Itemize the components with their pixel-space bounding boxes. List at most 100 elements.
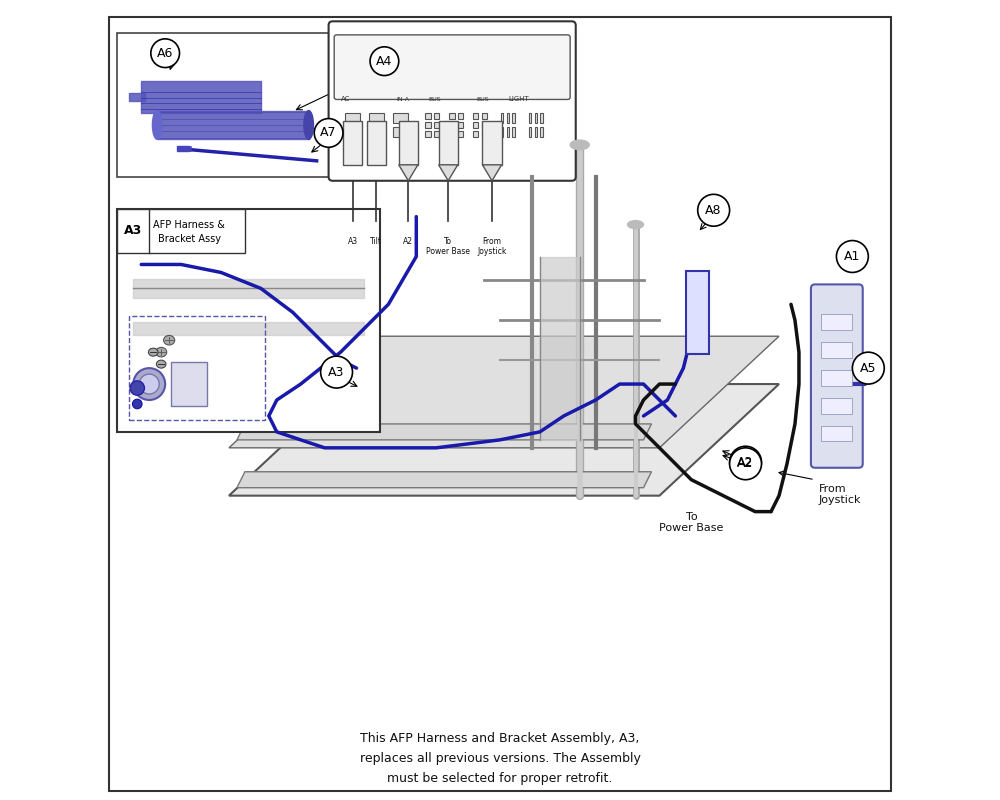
Bar [473,113,478,118]
Bar [425,122,431,128]
Polygon shape [399,165,418,181]
Bar [501,113,503,123]
Bar [458,131,463,138]
Bar [821,342,852,358]
Bar [369,113,384,123]
Bar [540,126,543,138]
Ellipse shape [130,381,144,395]
Text: A6: A6 [157,46,173,60]
Bar [535,113,537,123]
FancyBboxPatch shape [334,35,570,99]
Text: To
Power Base: To Power Base [659,512,724,534]
Bar [482,121,502,165]
Text: From
Joystick: From Joystick [819,484,861,506]
Text: To
Power Base: To Power Base [426,237,470,256]
Ellipse shape [156,360,166,368]
Bar [393,113,408,123]
Text: A8: A8 [705,204,722,217]
Ellipse shape [148,348,158,356]
Bar [449,131,455,138]
Bar [529,113,531,123]
Text: must be selected for proper retrofit.: must be selected for proper retrofit. [387,772,613,785]
Polygon shape [439,165,458,181]
Circle shape [321,356,353,388]
Bar [512,126,515,138]
Bar [439,121,458,165]
Circle shape [730,448,761,480]
Text: From
Joystick: From Joystick [477,237,507,256]
Bar [529,126,531,138]
Circle shape [730,446,761,478]
FancyBboxPatch shape [117,209,380,432]
Text: A1: A1 [844,250,861,263]
Text: LIGHT: LIGHT [508,96,529,102]
Polygon shape [482,165,502,181]
Circle shape [370,47,399,75]
Bar [473,122,478,128]
Ellipse shape [139,374,159,394]
Circle shape [151,39,180,67]
Bar [482,122,487,128]
Bar [177,146,189,151]
Ellipse shape [164,335,175,345]
Bar [458,113,463,118]
Bar [345,126,360,138]
Text: A2: A2 [737,456,754,469]
Text: A3: A3 [347,237,358,246]
Text: BUS: BUS [428,97,441,102]
Ellipse shape [570,140,589,150]
Bar [501,126,503,138]
Text: AC: AC [341,96,350,102]
Text: A5: A5 [860,362,877,374]
Bar [821,426,852,442]
Circle shape [698,194,730,226]
Polygon shape [237,472,651,488]
Bar [482,113,487,118]
Text: A2: A2 [737,458,754,470]
Bar [449,113,455,118]
Bar [458,122,463,128]
Bar [367,121,386,165]
Bar [540,113,543,123]
FancyBboxPatch shape [117,34,341,177]
Text: This AFP Harness and Bracket Assembly, A3,: This AFP Harness and Bracket Assembly, A… [360,732,640,746]
Ellipse shape [628,221,643,229]
FancyBboxPatch shape [117,209,245,253]
Ellipse shape [156,347,167,357]
Text: BUS: BUS [476,97,489,102]
Text: IN-A: IN-A [396,97,409,102]
FancyBboxPatch shape [329,22,576,181]
Text: A7: A7 [320,126,337,139]
Circle shape [852,352,884,384]
Bar [434,131,439,138]
Polygon shape [237,424,651,440]
Ellipse shape [132,399,142,409]
Text: A3: A3 [328,366,345,378]
FancyBboxPatch shape [686,271,709,354]
Text: A3: A3 [124,225,142,238]
Bar [369,126,384,138]
Bar [425,113,431,118]
Bar [434,113,439,118]
Ellipse shape [304,110,313,139]
Bar [345,113,360,123]
Bar [393,126,408,138]
Bar [535,126,537,138]
Bar [821,370,852,386]
Polygon shape [229,336,779,448]
Bar [512,113,515,123]
Text: AFP Harness &: AFP Harness & [153,220,225,230]
Bar [482,131,487,138]
Text: Tilt: Tilt [370,237,382,246]
Polygon shape [229,384,779,496]
Bar [507,113,509,123]
Bar [507,126,509,138]
FancyBboxPatch shape [811,285,863,468]
Ellipse shape [133,368,165,400]
FancyBboxPatch shape [171,362,207,406]
FancyBboxPatch shape [109,18,891,790]
Bar [821,314,852,330]
Text: A4: A4 [376,54,393,68]
Bar [821,398,852,414]
Ellipse shape [152,110,162,139]
